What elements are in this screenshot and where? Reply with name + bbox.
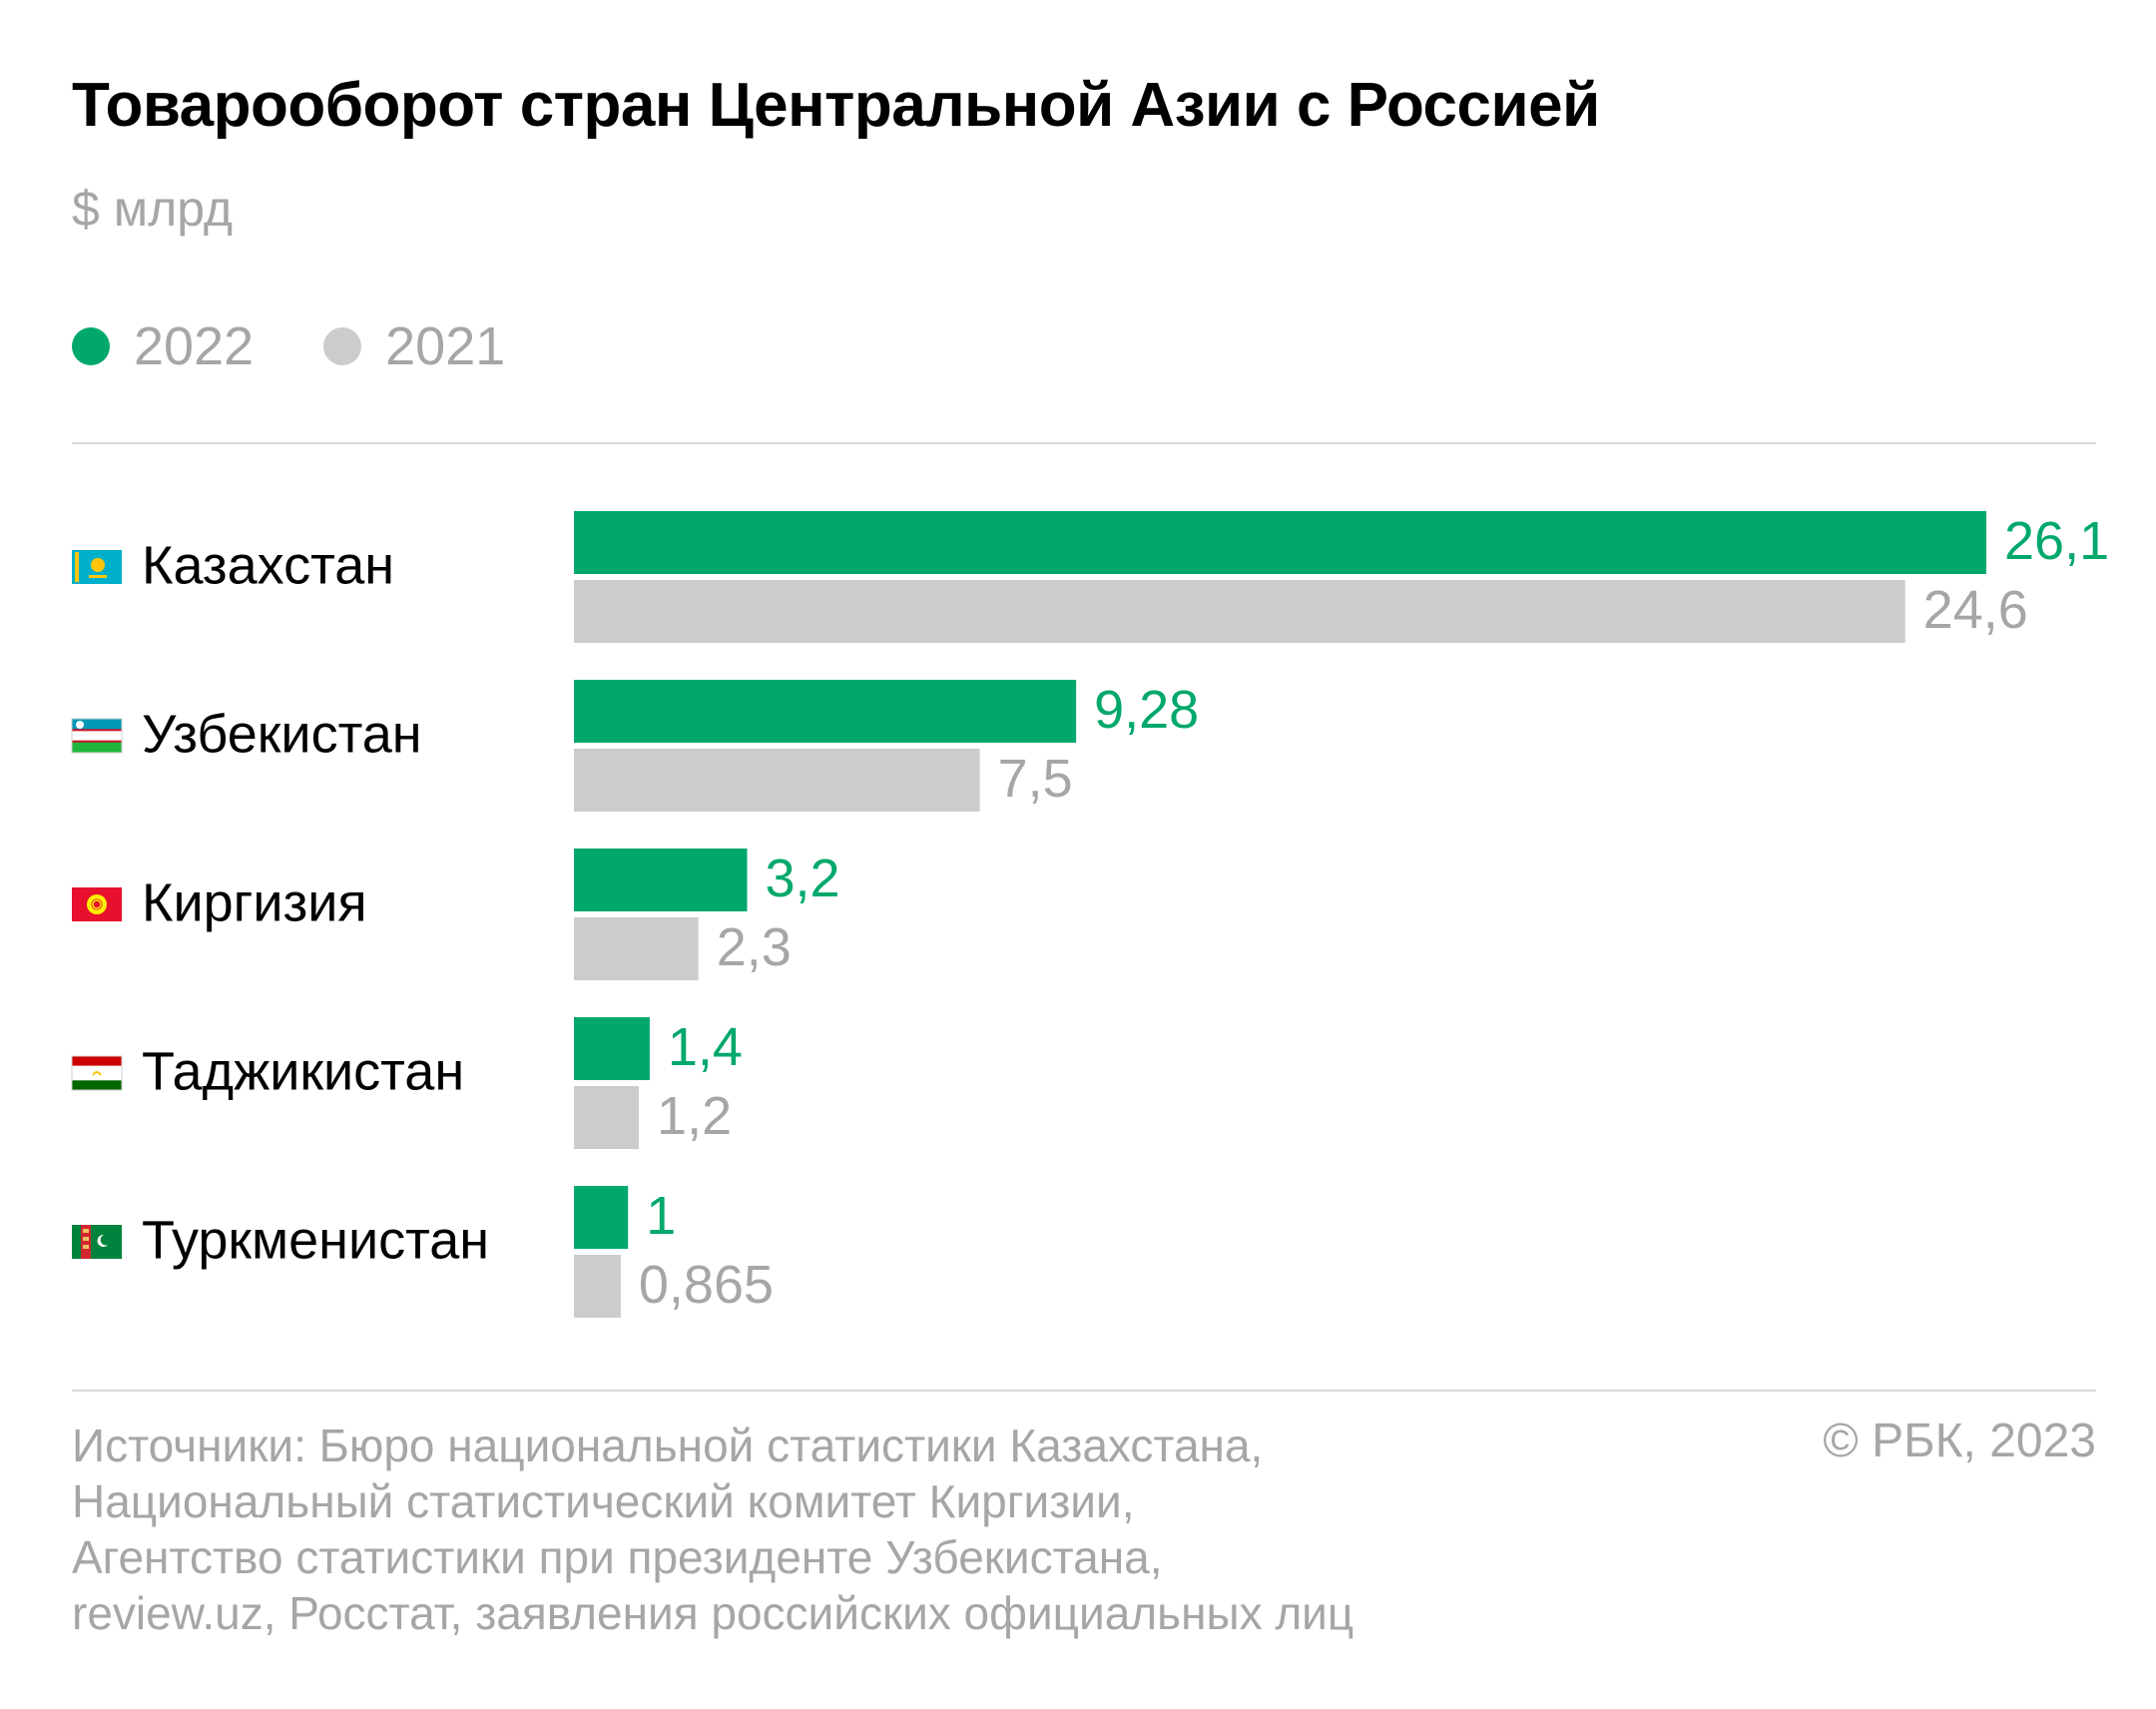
bar-2022	[574, 680, 1077, 743]
bar-2021	[574, 749, 980, 812]
category-label: Узбекистан	[142, 704, 422, 764]
category-label: Туркменистан	[142, 1210, 489, 1270]
data-label-2022: 1	[646, 1186, 676, 1246]
legend-label-2022: 2022	[134, 316, 255, 376]
bar-2021	[574, 1255, 621, 1318]
data-label-2021: 2,3	[717, 917, 792, 977]
sources-note: Источники: Бюро национальной статистики …	[72, 1418, 1353, 1641]
data-label-2021: 1,2	[657, 1086, 732, 1146]
category-label: Таджикистан	[142, 1041, 464, 1101]
copyright: © РБК, 2023	[1823, 1415, 2096, 1467]
data-label-2022: 1,4	[668, 1017, 743, 1077]
legend: 2022 2021	[72, 315, 575, 377]
bar-2022	[574, 1186, 629, 1249]
bar-2021	[574, 917, 699, 980]
bar-2022	[574, 511, 1986, 574]
bar-2021	[574, 580, 1905, 643]
bar-2022	[574, 849, 748, 911]
data-label-2021: 7,5	[998, 749, 1073, 809]
top-divider	[72, 442, 2096, 444]
legend-marker-2022	[72, 327, 110, 365]
tm-flag-icon	[72, 1225, 122, 1259]
bar-chart: Казахстан 26,1 24,6 Узбекистан 9,28 7,5 Киргиз…	[71, 511, 2109, 1318]
sources-line: Агентство статистики при президенте Узбе…	[72, 1531, 1163, 1583]
tj-flag-icon	[71, 1055, 123, 1091]
chart-title: Товарооборот стран Центральной Азии с Ро…	[72, 71, 1600, 140]
bar-2022	[574, 1017, 650, 1080]
category-label: Киргизия	[142, 872, 367, 932]
legend-item-2021: 2021	[323, 315, 505, 377]
sources-line: review.uz, Росстат, заявления российских…	[72, 1587, 1354, 1639]
sources-line: Национальный статистический комитет Кирг…	[72, 1475, 1135, 1527]
kz-flag-icon	[72, 550, 122, 584]
data-label-2022: 9,28	[1094, 680, 1199, 740]
data-label-2021: 24,6	[1923, 580, 2028, 640]
bottom-divider	[72, 1390, 2096, 1392]
bar-2021	[574, 1086, 640, 1149]
data-label-2022: 3,2	[765, 849, 839, 908]
data-label-2021: 0,865	[639, 1255, 774, 1315]
legend-marker-2021	[323, 327, 362, 365]
data-label-2022: 26,1	[2004, 511, 2109, 571]
category-label: Казахстан	[142, 535, 394, 595]
kg-flag-icon	[72, 887, 122, 921]
chart-unit: $ млрд	[72, 181, 234, 237]
legend-item-2022: 2022	[72, 315, 254, 377]
legend-label-2021: 2021	[385, 316, 506, 376]
uz-flag-icon	[71, 718, 123, 754]
sources-line: Источники: Бюро национальной статистики …	[72, 1420, 1264, 1471]
